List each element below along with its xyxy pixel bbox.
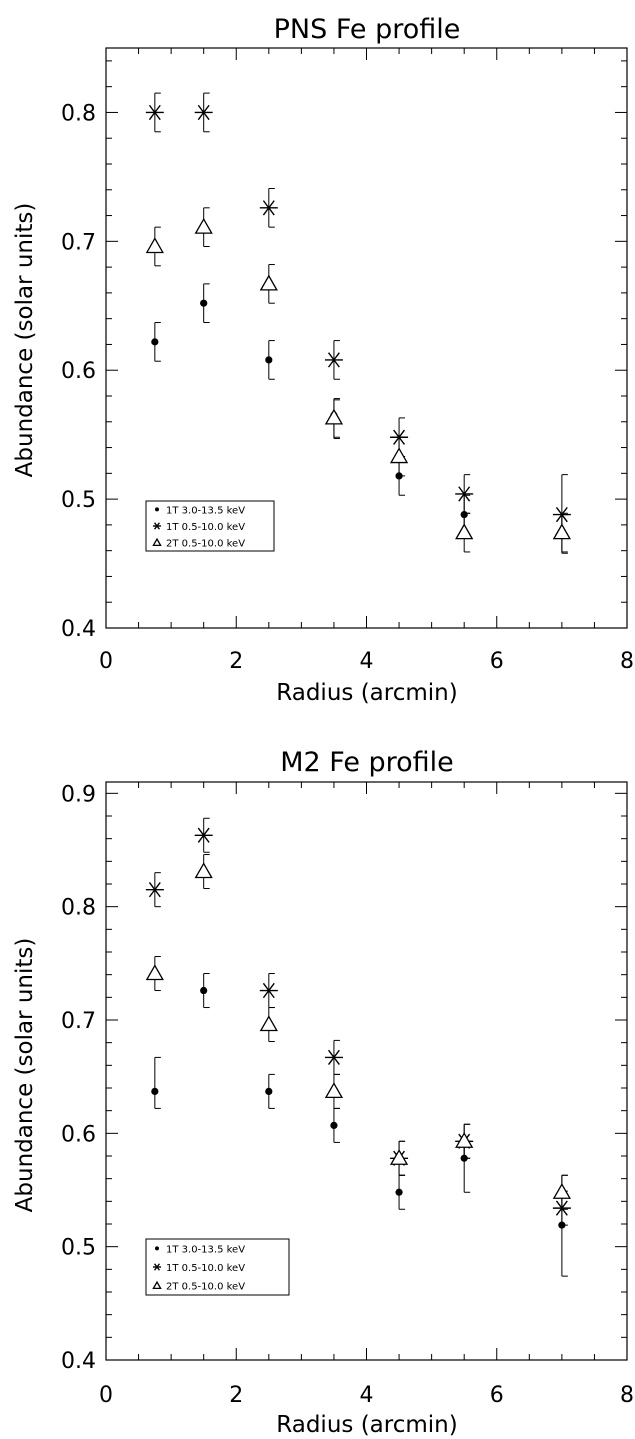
x-tick-label: 4 (360, 649, 374, 674)
data-point-triangle (552, 523, 571, 540)
data-point-dot (155, 507, 159, 512)
data-point-asterisk (259, 982, 278, 999)
data-point-asterisk (152, 522, 162, 530)
data-point-dot (155, 1246, 159, 1251)
data-point-triangle (324, 408, 344, 425)
y-tick-label: 0.6 (61, 359, 96, 384)
x-tick-label: 4 (360, 1383, 374, 1408)
data-point-dot (265, 356, 273, 364)
data-point-dot (151, 1087, 159, 1095)
data-point-triangle (455, 523, 474, 540)
data-point-triangle (145, 964, 164, 981)
series-triangle (145, 854, 571, 1210)
data-point-triangle (259, 1015, 278, 1032)
y-tick-label: 0.8 (61, 101, 96, 126)
data-point-asterisk (152, 1263, 162, 1271)
data-point-asterisk (259, 200, 278, 216)
series-triangle (145, 207, 571, 553)
data-point-triangle (389, 1148, 409, 1165)
x-axis-label: Radius (arcmin) (276, 1412, 457, 1438)
data-point-dot (395, 1188, 403, 1196)
data-point-asterisk (145, 882, 164, 898)
legend-box (145, 500, 275, 552)
series-dot (151, 973, 568, 1277)
data-point-triangle (152, 1280, 162, 1290)
legend: 1T 3.0-13.5 keV 1T 0.5-10.0 keV 2T 0.5-10.… (145, 500, 275, 552)
chart-title: PNS Fe profile (274, 14, 461, 45)
data-point-dot (330, 1121, 338, 1129)
y-tick-label: 0.7 (61, 230, 96, 255)
data-point-triangle (455, 1131, 474, 1148)
y-tick-label: 0.8 (61, 896, 96, 921)
y-tick-label: 0.7 (61, 1009, 96, 1034)
data-point-dot (151, 338, 159, 346)
data-point-dot (265, 1087, 273, 1095)
legend-label: 2T 0.5-10.0 keV (166, 539, 245, 550)
x-tick-label: 8 (620, 1383, 634, 1408)
x-tick-label: 0 (99, 649, 113, 674)
y-tick-label: 0.4 (61, 1349, 96, 1374)
data-point-triangle (259, 274, 278, 291)
data-point-triangle (145, 237, 164, 254)
legend-box (145, 1238, 290, 1296)
legend-label: 1T 3.0-13.5 keV (166, 505, 245, 516)
series-asterisk (145, 92, 571, 535)
x-tick-label: 8 (620, 649, 634, 674)
pns-fe-profile-panel: PNS Fe profile Radius (arcmin) Abundance… (12, 14, 634, 706)
y-tick-label: 0.5 (61, 1236, 96, 1261)
data-point-asterisk (324, 1049, 343, 1066)
data-point-dot (200, 299, 208, 307)
legend-label: 2T 0.5-10.0 keV (166, 1282, 245, 1293)
y-axis-label: Abundance (solar units) (12, 203, 38, 478)
chart-title: M2 Fe profile (280, 747, 454, 778)
legend-label: 1T 3.0-13.5 keV (166, 1244, 245, 1255)
legend: 1T 3.0-13.5 keV 1T 0.5-10.0 keV 2T 0.5-10.… (145, 1238, 290, 1296)
data-point-asterisk (194, 827, 213, 843)
legend-label: 1T 0.5-10.0 keV (166, 1263, 245, 1274)
data-point-asterisk (324, 352, 343, 368)
x-axis-label: Radius (arcmin) (276, 680, 457, 706)
legend-label: 1T 0.5-10.0 keV (166, 522, 245, 533)
data-point-triangle (324, 1082, 344, 1099)
data-point-triangle (552, 1182, 571, 1199)
x-tick-label: 6 (490, 1383, 504, 1408)
x-tick-label: 0 (99, 1383, 113, 1408)
data-point-asterisk (455, 486, 474, 502)
error-bar (154, 1056, 161, 1109)
y-axis-label: Abundance (solar units) (12, 938, 38, 1213)
data-point-asterisk (194, 104, 213, 121)
x-tick-label: 6 (490, 649, 504, 674)
y-tick-label: 0.9 (61, 782, 96, 807)
data-point-triangle (389, 447, 409, 464)
series-asterisk (145, 817, 571, 1226)
data-point-triangle (152, 537, 162, 547)
y-tick-label: 0.6 (61, 1122, 96, 1147)
y-tick-label: 0.5 (61, 488, 96, 513)
x-tick-label: 2 (229, 649, 243, 674)
error-bar (463, 1140, 471, 1193)
data-point-triangle (194, 217, 213, 234)
data-point-asterisk (145, 104, 164, 121)
data-point-dot (200, 986, 208, 995)
x-tick-label: 2 (229, 1383, 243, 1408)
m2-fe-profile-panel: M2 Fe profile Radius (arcmin) Abundance … (12, 747, 634, 1438)
y-tick-label: 0.4 (61, 617, 96, 642)
data-point-triangle (194, 862, 213, 879)
